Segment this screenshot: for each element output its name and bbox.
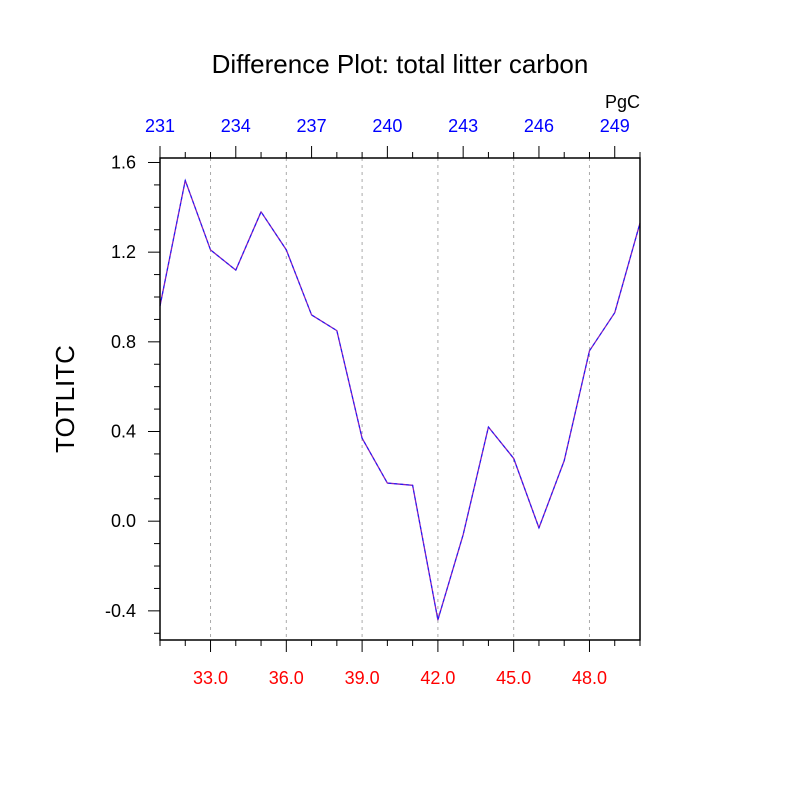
x-tick-label: 33.0 <box>193 668 228 688</box>
x-tick-label: 42.0 <box>420 668 455 688</box>
y-tick-label: 0.4 <box>111 422 136 442</box>
top-tick-label: 234 <box>221 116 251 136</box>
tick-labels: 33.0 36.0 39.0 42.0 45.0 48.0 231 234 237 240 243 2… <box>105 116 630 688</box>
x-tick-label: 36.0 <box>269 668 304 688</box>
data-line <box>159 179 641 621</box>
plot-frame <box>159 157 641 641</box>
chart-title: Difference Plot: total litter carbon <box>212 49 589 79</box>
top-tick-label: 243 <box>448 116 478 136</box>
y-tick-label: -0.4 <box>105 601 136 621</box>
top-tick-label: 249 <box>600 116 630 136</box>
top-axis-unit: PgC <box>605 92 640 112</box>
grid-lines <box>210 158 590 640</box>
y-tick-label: 0.8 <box>111 332 136 352</box>
x-tick-label: 39.0 <box>345 668 380 688</box>
y-tick-label: 1.6 <box>111 152 136 172</box>
top-tick-label: 240 <box>372 116 402 136</box>
top-tick-label: 246 <box>524 116 554 136</box>
top-tick-label: 231 <box>145 116 175 136</box>
data-line-dash <box>159 178 641 620</box>
top-tick-label: 237 <box>297 116 327 136</box>
y-axis-label: TOTLITC <box>50 345 80 453</box>
x-tick-label: 45.0 <box>496 668 531 688</box>
y-tick-label: 1.2 <box>111 242 136 262</box>
y-tick-label: 0.0 <box>111 511 136 531</box>
axes <box>148 146 641 652</box>
x-tick-label: 48.0 <box>572 668 607 688</box>
data-line-group <box>159 178 641 621</box>
